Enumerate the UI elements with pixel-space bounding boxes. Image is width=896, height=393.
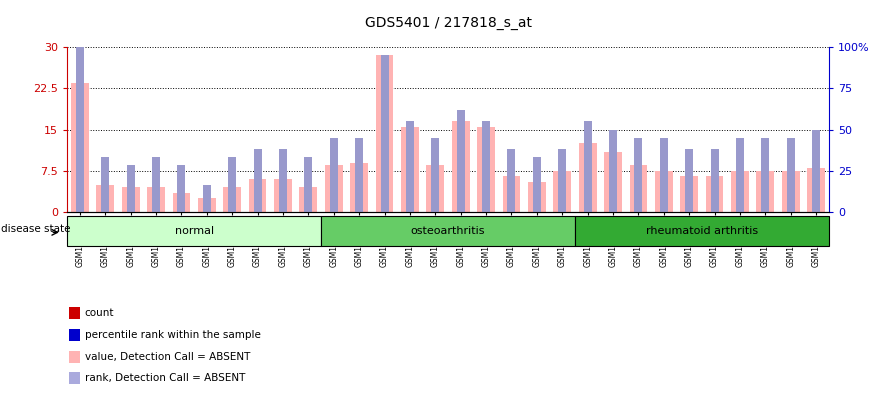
Bar bbox=[177, 165, 185, 212]
Bar bbox=[659, 138, 668, 212]
Bar bbox=[503, 176, 521, 212]
Bar bbox=[279, 149, 287, 212]
Bar bbox=[457, 110, 465, 212]
Bar bbox=[482, 121, 490, 212]
Text: normal: normal bbox=[175, 226, 213, 236]
Bar bbox=[228, 157, 237, 212]
Bar bbox=[325, 165, 342, 212]
Bar bbox=[731, 171, 749, 212]
Text: GDS5401 / 217818_s_at: GDS5401 / 217818_s_at bbox=[365, 16, 531, 30]
Bar bbox=[431, 138, 439, 212]
Bar bbox=[452, 121, 470, 212]
Bar bbox=[69, 329, 80, 341]
Text: rheumatoid arthritis: rheumatoid arthritis bbox=[646, 226, 758, 236]
Bar bbox=[350, 163, 368, 212]
Bar bbox=[67, 216, 321, 246]
Bar bbox=[655, 171, 673, 212]
Text: osteoarthritis: osteoarthritis bbox=[410, 226, 486, 236]
Bar bbox=[375, 55, 393, 212]
Bar bbox=[736, 138, 744, 212]
Bar bbox=[478, 127, 495, 212]
Text: count: count bbox=[85, 309, 115, 318]
Bar bbox=[507, 149, 515, 212]
Bar bbox=[782, 171, 799, 212]
Bar bbox=[198, 198, 216, 212]
Bar bbox=[202, 185, 211, 212]
Text: value, Detection Call = ABSENT: value, Detection Call = ABSENT bbox=[85, 352, 250, 362]
Bar bbox=[122, 187, 140, 212]
Bar bbox=[630, 165, 647, 212]
Bar bbox=[147, 187, 165, 212]
Bar bbox=[554, 171, 571, 212]
Bar bbox=[101, 157, 109, 212]
Bar bbox=[97, 185, 114, 212]
Bar bbox=[126, 165, 134, 212]
Bar bbox=[680, 176, 698, 212]
Bar bbox=[274, 179, 292, 212]
Text: percentile rank within the sample: percentile rank within the sample bbox=[85, 330, 261, 340]
Bar bbox=[533, 157, 541, 212]
Bar bbox=[604, 152, 622, 212]
Bar bbox=[634, 138, 642, 212]
Bar bbox=[706, 176, 723, 212]
Bar bbox=[69, 372, 80, 384]
Bar bbox=[299, 187, 317, 212]
Bar bbox=[426, 165, 444, 212]
Bar bbox=[787, 138, 795, 212]
Bar bbox=[355, 138, 363, 212]
Bar bbox=[609, 130, 617, 212]
Bar bbox=[406, 121, 414, 212]
Bar bbox=[254, 149, 262, 212]
Bar bbox=[685, 149, 694, 212]
Bar bbox=[579, 143, 597, 212]
Bar bbox=[69, 307, 80, 320]
Bar bbox=[152, 157, 160, 212]
Bar bbox=[321, 216, 575, 246]
Bar bbox=[807, 168, 825, 212]
Bar bbox=[756, 171, 774, 212]
Bar bbox=[528, 182, 546, 212]
Bar bbox=[76, 47, 84, 212]
Bar bbox=[711, 149, 719, 212]
Bar bbox=[583, 121, 591, 212]
Text: rank, Detection Call = ABSENT: rank, Detection Call = ABSENT bbox=[85, 373, 246, 383]
Bar bbox=[223, 187, 241, 212]
Bar bbox=[381, 55, 389, 212]
Bar bbox=[401, 127, 418, 212]
Bar bbox=[812, 130, 820, 212]
Bar bbox=[173, 193, 190, 212]
Bar bbox=[305, 157, 313, 212]
Bar bbox=[762, 138, 770, 212]
Text: disease state: disease state bbox=[2, 224, 71, 234]
Bar bbox=[249, 179, 266, 212]
Bar bbox=[71, 83, 89, 212]
Bar bbox=[575, 216, 829, 246]
Bar bbox=[558, 149, 566, 212]
Bar bbox=[69, 351, 80, 363]
Bar bbox=[330, 138, 338, 212]
